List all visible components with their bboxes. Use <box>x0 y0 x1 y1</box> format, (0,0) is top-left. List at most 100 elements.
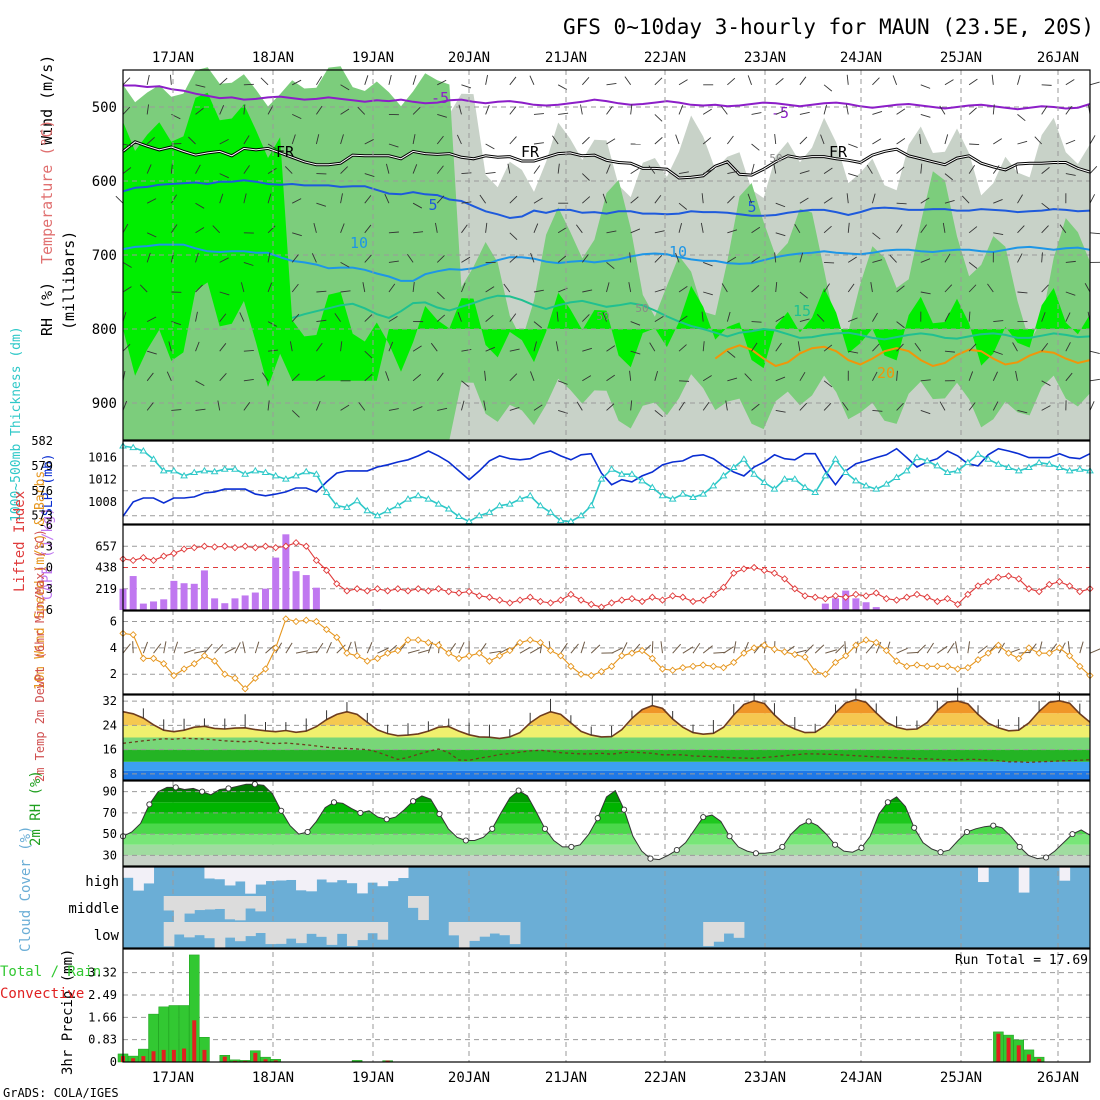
wind-point <box>689 662 697 670</box>
wind-barb <box>896 370 898 381</box>
cloud-cell <box>265 922 277 945</box>
li-point <box>892 596 901 604</box>
wind10m-barb <box>519 646 531 654</box>
wind-point <box>862 636 870 644</box>
wind10m-barb <box>122 643 131 654</box>
wind-barb <box>485 314 494 322</box>
wind10m-barb <box>660 641 663 654</box>
thickness-point <box>1075 465 1084 472</box>
li-point <box>200 542 209 550</box>
wind10m-barb <box>407 649 420 654</box>
wind10m-barb <box>723 646 734 654</box>
li-point <box>506 599 514 607</box>
wind-point <box>414 636 422 644</box>
wind-point <box>791 650 799 659</box>
rh-point <box>304 828 311 836</box>
thickness-point <box>1045 460 1054 467</box>
wind-barb <box>557 255 567 263</box>
cloud-cell <box>204 896 216 910</box>
thickness-point <box>353 496 361 504</box>
wind-barb <box>243 104 246 115</box>
date-top-25JAN: 25JAN <box>940 50 982 66</box>
wind-barb <box>146 164 152 174</box>
wind-barb <box>557 227 567 234</box>
wind-barb <box>1065 312 1071 322</box>
wind-barb <box>168 341 172 352</box>
wind-barb <box>267 225 276 234</box>
wind-barb <box>799 318 810 323</box>
wind-barb <box>364 139 374 145</box>
li-point <box>872 589 880 597</box>
li-point <box>801 592 809 600</box>
wind-barb <box>461 380 470 388</box>
cape-bar <box>190 583 198 610</box>
wind10m-barb <box>214 644 224 654</box>
li-point <box>811 593 819 601</box>
cloud-cell <box>245 896 256 909</box>
wind-barb <box>774 252 777 263</box>
wind-barb <box>261 372 269 382</box>
wind-point <box>811 667 819 676</box>
wind-barb <box>944 173 954 181</box>
wind-barb <box>944 312 950 322</box>
thickness-point <box>312 470 321 477</box>
ylabel-precip: 3hr Precip (mm) <box>60 949 76 1075</box>
thickness-point <box>149 455 158 462</box>
wind-barb <box>385 163 390 174</box>
wind-barb <box>842 402 849 411</box>
li-point <box>404 587 412 595</box>
wind10m-barb <box>702 645 713 654</box>
wind-point <box>434 641 443 649</box>
rh-band <box>123 855 1090 866</box>
li-point <box>241 542 249 550</box>
thickness-point <box>760 478 769 485</box>
ytick-precip-0.83: 0.83 <box>88 1033 117 1047</box>
thickness-point <box>821 471 830 479</box>
rh-band <box>123 802 1090 813</box>
wind-point <box>536 638 544 647</box>
wind-barb <box>195 284 203 293</box>
ylabel-lifted-index: Lifted Index <box>12 491 28 592</box>
li-point <box>933 597 941 606</box>
wind10m-barb <box>590 644 601 654</box>
wind10m-barb <box>947 642 955 654</box>
li-point <box>628 595 636 603</box>
wind-point <box>475 649 483 657</box>
wind-barb <box>436 314 446 322</box>
wind-barb <box>219 343 227 352</box>
wind-barb <box>122 262 132 268</box>
ytick-precip-3.32: 3.32 <box>88 966 117 980</box>
wind-barb <box>340 290 351 293</box>
ytick-li--6: -6 <box>39 518 53 532</box>
wind-barb <box>606 83 617 86</box>
wind-point <box>1004 649 1013 657</box>
wind-barb <box>968 343 977 352</box>
thickness-point <box>668 495 677 502</box>
wind-barb <box>775 282 778 293</box>
wind-barb <box>219 193 224 204</box>
rh-point <box>410 798 417 805</box>
wind-barb <box>702 341 705 352</box>
wind-barb <box>364 224 372 234</box>
li-point <box>780 575 789 583</box>
wind-point <box>546 646 555 655</box>
wind-barb <box>702 375 712 382</box>
li-point <box>1015 575 1023 583</box>
wind-barb <box>412 406 423 411</box>
cloud-cell <box>245 867 256 894</box>
li-point <box>210 543 219 551</box>
wind-point <box>587 671 595 680</box>
li-point <box>333 580 341 588</box>
thickness-point <box>953 466 962 474</box>
wind-barb <box>388 143 399 148</box>
cloud-cell <box>163 896 175 911</box>
wind-barb <box>872 409 883 412</box>
wind-barb <box>243 165 250 174</box>
cape-bar <box>832 598 840 610</box>
rh-point <box>515 787 522 794</box>
cape-bar <box>200 570 208 610</box>
li-point <box>302 542 310 550</box>
precip-conv-bar <box>182 1048 187 1062</box>
wind-barb <box>1017 291 1028 294</box>
cloud-cell <box>1018 867 1030 893</box>
